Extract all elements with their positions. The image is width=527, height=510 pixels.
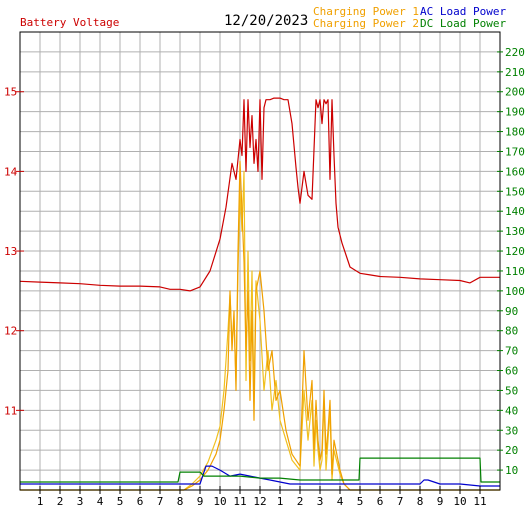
- right-axis-tick-label: 150: [505, 185, 525, 198]
- x-axis-tick-label: 5: [117, 495, 124, 508]
- x-axis-tick-label: 10: [453, 495, 466, 508]
- right-axis-tick-label: 100: [505, 285, 525, 298]
- series-line-ac-load-power: [20, 465, 500, 487]
- x-axis-tick-label: 4: [97, 495, 104, 508]
- x-axis-tick-label: 2: [57, 495, 64, 508]
- series-line-battery-voltage: [19, 97, 500, 292]
- left-axis-tick-label: 12: [4, 325, 17, 338]
- left-axis-tick-label: 14: [4, 165, 18, 178]
- right-axis-tick-label: 10: [505, 464, 518, 477]
- x-axis-tick-label: 3: [77, 495, 84, 508]
- x-axis-tick-label: 1: [37, 495, 44, 508]
- right-axis-tick-label: 180: [505, 126, 525, 139]
- series-layer: [19, 97, 500, 491]
- right-axis-tick-label: 190: [505, 106, 525, 119]
- x-axis-tick-label: 8: [417, 495, 424, 508]
- series-line-dc-load-power: [20, 457, 500, 483]
- chart-title: 12/20/2023: [224, 13, 308, 29]
- right-axis-tick-label: 200: [505, 86, 525, 99]
- legend-dc-load-power: DC Load Power: [420, 17, 506, 30]
- legend-charging-power-1: Charging Power 1: [313, 5, 419, 18]
- left-axis-tick-label: 13: [4, 245, 17, 258]
- right-axis-tick-label: 80: [505, 325, 518, 338]
- x-axis-tick-label: 8: [177, 495, 184, 508]
- x-axis-tick-label: 7: [397, 495, 404, 508]
- x-axis-tick-label: 1: [277, 495, 284, 508]
- x-axis-tick-label: 6: [377, 495, 384, 508]
- series-line-charging-power-1: [20, 170, 500, 491]
- right-axis-tick-label: 170: [505, 145, 525, 158]
- x-axis-tick-label: 5: [357, 495, 364, 508]
- right-axis-tick-label: 140: [505, 205, 525, 218]
- right-axis-tick-label: 220: [505, 46, 525, 59]
- x-axis-tick-label: 11: [473, 495, 486, 508]
- right-axis-tick-label: 210: [505, 66, 525, 79]
- x-axis-tick-label: 2: [297, 495, 304, 508]
- right-axis-tick-label: 30: [505, 424, 518, 437]
- right-axis-tick-label: 40: [505, 404, 518, 417]
- left-axis-tick-label: 11: [4, 404, 17, 417]
- axes: 1112131415102030405060708090100110120130…: [4, 31, 525, 508]
- x-axis-tick-label: 12: [253, 495, 266, 508]
- right-axis-tick-label: 90: [505, 305, 518, 318]
- left-axis-tick-label: 15: [4, 86, 17, 99]
- series-line-charging-power-2: [20, 160, 500, 491]
- right-axis-tick-label: 160: [505, 165, 525, 178]
- right-axis-tick-label: 20: [505, 444, 518, 457]
- x-axis-tick-label: 11: [233, 495, 246, 508]
- x-axis-tick-label: 4: [337, 495, 344, 508]
- x-axis-tick-label: 10: [213, 495, 226, 508]
- x-axis-tick-label: 9: [437, 495, 444, 508]
- right-axis-tick-label: 50: [505, 384, 518, 397]
- right-axis-tick-label: 60: [505, 365, 518, 378]
- x-axis-tick-label: 3: [317, 495, 324, 508]
- x-axis-tick-label: 7: [157, 495, 164, 508]
- right-axis-tick-label: 110: [505, 265, 525, 278]
- right-axis-tick-label: 70: [505, 345, 518, 358]
- legend-charging-power-2: Charging Power 2: [313, 17, 419, 30]
- legend-ac-load-power: AC Load Power: [420, 5, 506, 18]
- x-axis-tick-label: 6: [137, 495, 144, 508]
- x-axis-tick-label: 9: [197, 495, 204, 508]
- right-axis-tick-label: 130: [505, 225, 525, 238]
- left-axis-label: Battery Voltage: [20, 16, 119, 29]
- right-axis-tick-label: 120: [505, 245, 525, 258]
